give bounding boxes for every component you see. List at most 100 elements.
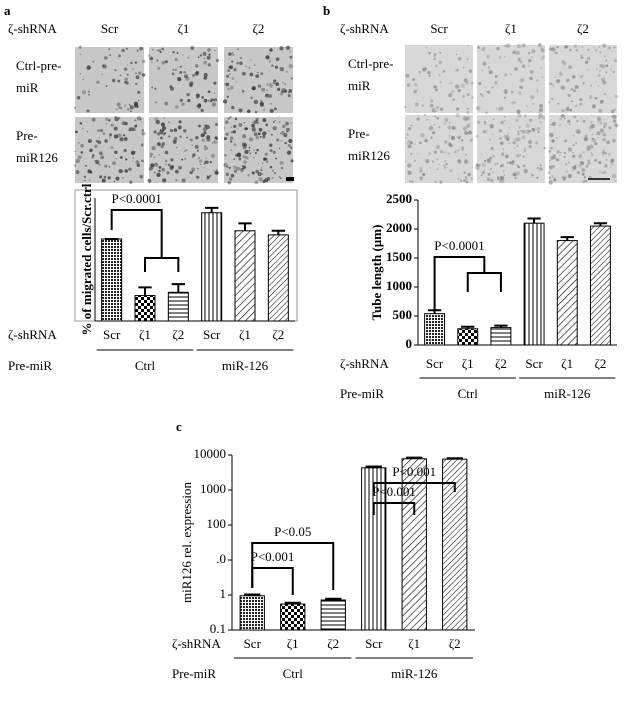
- micrograph-speck: [229, 116, 232, 119]
- micrograph-speck: [468, 122, 471, 126]
- micrograph-speck: [598, 108, 603, 114]
- micrograph-speck: [174, 68, 178, 72]
- micrograph-speck: [89, 148, 93, 153]
- micrograph-speck: [252, 128, 256, 133]
- micrograph-speck: [410, 152, 413, 155]
- micrograph-speck: [408, 127, 412, 131]
- micrograph-speck: [528, 130, 532, 133]
- micrograph-speck: [559, 154, 561, 156]
- micrograph-speck: [195, 71, 199, 75]
- micrograph-speck: [516, 132, 520, 136]
- micrograph-speck: [158, 165, 162, 169]
- micrograph-speck: [567, 93, 571, 98]
- micrograph-speck: [498, 179, 503, 183]
- micrograph-speck: [82, 78, 84, 80]
- y-tick-label: 0: [406, 336, 413, 351]
- significance-bracket: [372, 482, 456, 492]
- micrograph-speck: [206, 135, 211, 139]
- row-label: Pre-miR126: [348, 126, 390, 163]
- micrograph-speck: [230, 85, 234, 90]
- micrograph-speck: [272, 126, 277, 131]
- micrograph-speck: [599, 64, 603, 68]
- micrograph-speck: [448, 134, 451, 137]
- x-tick-label: ζ2: [594, 356, 606, 371]
- micrograph-speck: [95, 159, 100, 165]
- micrograph-speck: [208, 53, 211, 56]
- group-label: Ctrl: [458, 386, 479, 401]
- micrograph-speck: [233, 165, 237, 170]
- micrograph-speck: [285, 45, 291, 50]
- micrograph-speck: [464, 80, 469, 85]
- micrograph-speck: [192, 73, 196, 77]
- micrograph-speck: [559, 72, 563, 76]
- micrograph-speck: [115, 108, 118, 111]
- micrograph-speck: [134, 151, 136, 153]
- micrograph-speck: [580, 117, 583, 120]
- micrograph-speck: [206, 55, 211, 60]
- micrograph-speck: [478, 81, 482, 86]
- bar: [556, 240, 578, 346]
- micrograph-speck: [494, 163, 497, 166]
- micrograph-speck: [484, 86, 486, 88]
- micrograph-speck: [580, 54, 583, 57]
- micrograph-speck: [125, 158, 128, 161]
- micrograph-speck: [161, 126, 167, 131]
- micrograph-speck: [444, 140, 448, 144]
- micrograph-speck: [164, 163, 168, 166]
- micrograph-speck: [132, 160, 134, 162]
- micrograph-speck: [230, 140, 233, 143]
- micrograph-speck: [74, 150, 76, 153]
- y-axis-label: Tube length (µm): [369, 225, 384, 321]
- micrograph-speck: [79, 122, 83, 125]
- micrograph-speck: [438, 60, 443, 65]
- micrograph-speck: [87, 90, 90, 93]
- micrograph-speck: [255, 169, 260, 174]
- micrograph-speck: [105, 122, 108, 125]
- micrograph-speck: [270, 59, 272, 61]
- micrograph-speck: [596, 131, 601, 136]
- group-label: miR-126: [222, 358, 269, 373]
- micrograph-speck: [587, 163, 589, 166]
- micrograph-speck: [590, 124, 595, 129]
- micrograph-speck: [286, 150, 292, 155]
- micrograph-speck: [453, 150, 457, 154]
- micrograph-speck: [612, 114, 617, 120]
- micrograph-speck: [91, 156, 94, 159]
- micrograph-speck: [601, 150, 606, 155]
- micrograph-speck: [156, 172, 161, 178]
- micrograph-speck: [167, 163, 171, 167]
- micrograph-speck: [516, 43, 522, 49]
- micrograph-speck: [511, 160, 515, 164]
- micrograph-speck: [419, 176, 424, 181]
- micrograph-speck: [242, 154, 246, 159]
- micrograph-speck: [556, 45, 559, 49]
- micrograph-speck: [126, 108, 130, 111]
- micrograph-speck: [561, 86, 565, 90]
- micrograph-speck: [205, 124, 210, 130]
- error-bar: [446, 457, 463, 460]
- micrograph-speck: [104, 117, 109, 121]
- micrograph-speck: [98, 137, 100, 139]
- y-tick-label: 500: [393, 307, 413, 322]
- micrograph-speck: [84, 164, 88, 167]
- micrograph-speck: [584, 60, 589, 64]
- micrograph-speck: [78, 142, 80, 144]
- micrograph-speck: [433, 54, 437, 58]
- micrograph-speck: [273, 79, 277, 83]
- micrograph-speck: [192, 153, 196, 157]
- micrograph-speck: [528, 144, 532, 149]
- micrograph-speck: [444, 151, 446, 153]
- micrograph-speck: [475, 165, 480, 171]
- micrograph-speck: [439, 180, 443, 184]
- micrograph-speck: [181, 158, 184, 161]
- significance-bracket: [110, 209, 180, 272]
- micrograph-speck: [279, 132, 282, 134]
- micrograph-speck: [548, 180, 553, 185]
- micrograph-speck: [73, 164, 77, 167]
- micrograph-speck: [287, 94, 291, 98]
- micrograph-speck: [519, 59, 523, 64]
- micrograph-speck: [435, 157, 439, 161]
- micrograph-speck: [253, 132, 258, 137]
- micrograph-speck: [113, 180, 115, 183]
- micrograph-speck: [230, 126, 233, 129]
